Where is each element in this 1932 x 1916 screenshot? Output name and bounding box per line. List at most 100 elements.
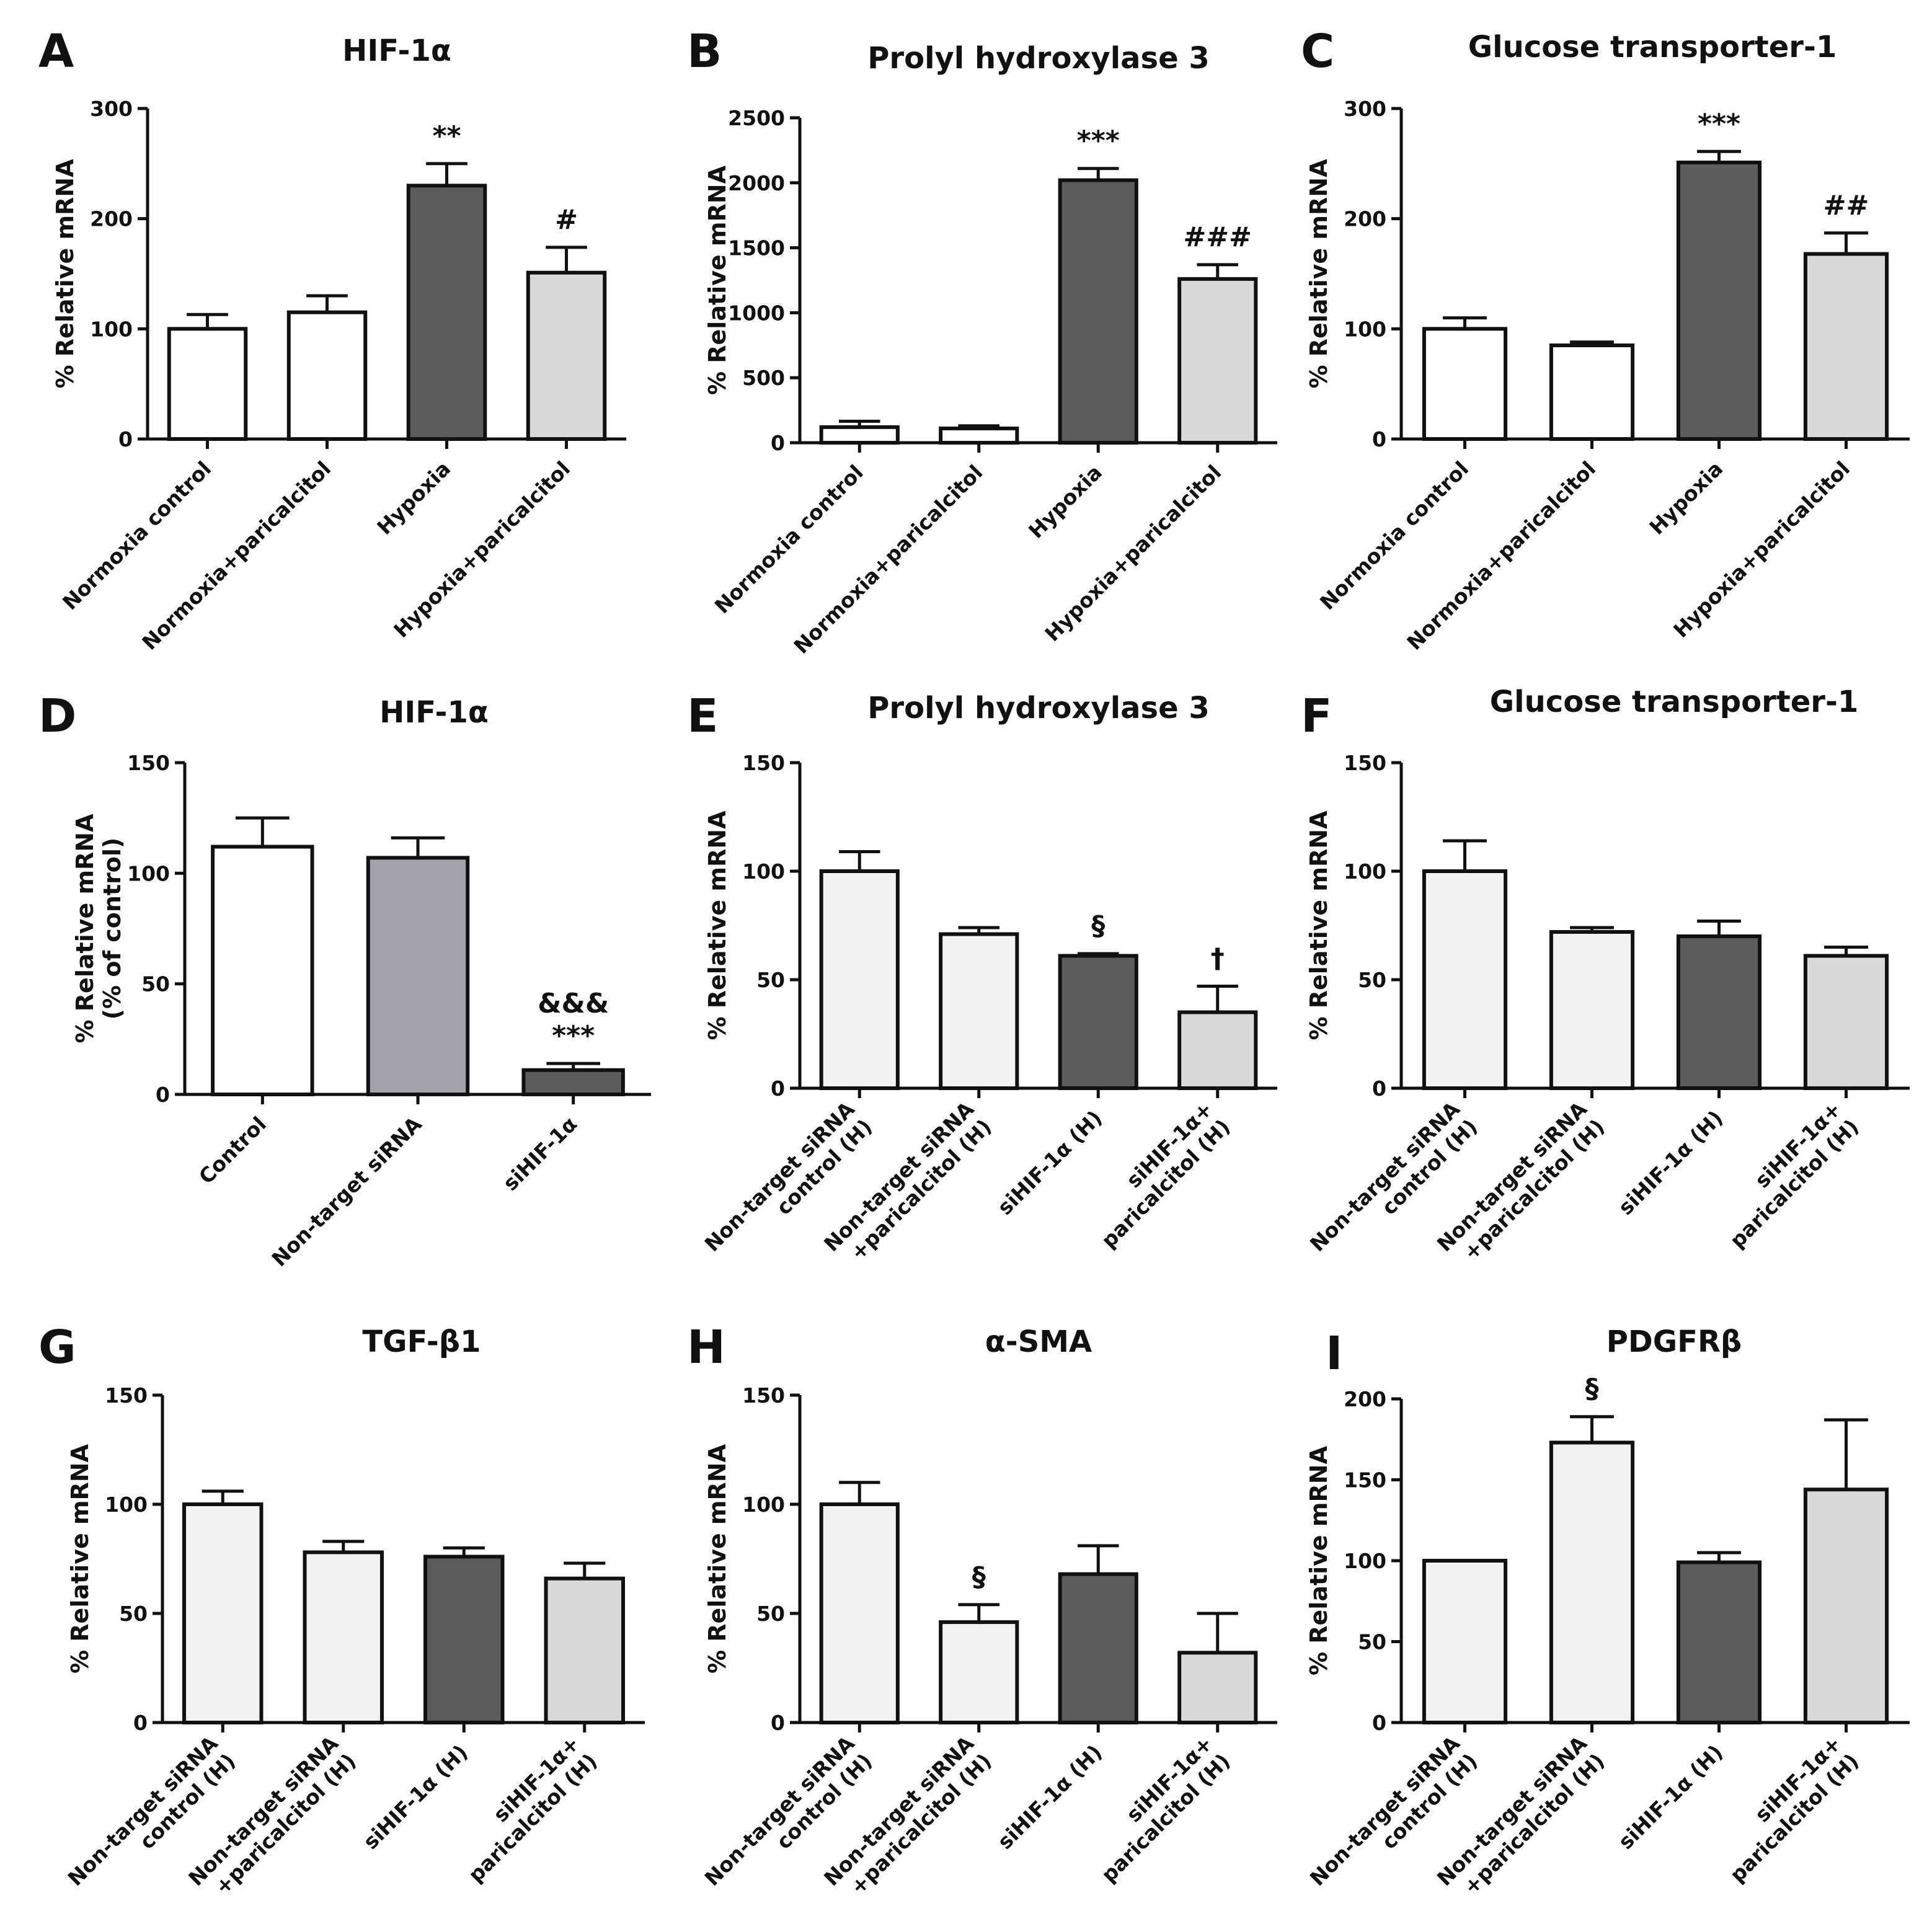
panel-letter: A	[38, 25, 74, 78]
bar	[1676, 934, 1762, 1090]
panel-title: Glucose transporter-1	[1490, 685, 1859, 719]
significance-marker: §	[1091, 910, 1105, 942]
bar	[1058, 1572, 1138, 1724]
y-tick-label: 50	[119, 1602, 148, 1626]
y-tick-label: 0	[1372, 1711, 1386, 1735]
bar	[423, 1555, 505, 1724]
panel-g: G TGF-β1% Relative mRNA050100150Non-targe…	[38, 1321, 645, 1899]
y-tick-label: 200	[90, 207, 133, 231]
panel-letter: C	[1301, 25, 1334, 78]
y-tick-label: 50	[1358, 968, 1386, 992]
bar	[211, 845, 314, 1096]
bar	[1058, 178, 1138, 445]
bar	[526, 270, 607, 441]
y-tick-label: 300	[1344, 97, 1386, 121]
y-tick-label: 100	[127, 861, 170, 885]
y-tick-label: 100	[1344, 317, 1386, 341]
y-tick-label: 200	[1344, 207, 1386, 231]
x-tick-label: siHIF-1α (H)	[358, 1740, 472, 1854]
panel-title: α-SMA	[985, 1324, 1092, 1359]
bar	[1549, 930, 1635, 1090]
y-tick-label: 100	[1344, 859, 1386, 884]
x-tick-label-line: siHIF-1α	[498, 1112, 582, 1195]
y-tick-label: 50	[756, 1602, 785, 1626]
significance-marker: **	[432, 120, 461, 152]
significance-marker: ***	[1077, 125, 1120, 157]
y-tick-label: 200	[1344, 1387, 1386, 1411]
bar	[1177, 1651, 1258, 1725]
y-tick-label: 0	[118, 427, 133, 451]
panel-title: HIF-1α	[379, 695, 489, 730]
y-tick-label: 2000	[728, 171, 785, 195]
y-tick-label: 150	[127, 751, 170, 775]
y-tick-label: 100	[742, 1492, 785, 1517]
x-tick-label-line: Hypoxia	[1024, 460, 1107, 543]
x-tick-label-line: siHIF-1α (H)	[993, 1106, 1107, 1220]
y-tick-label: 50	[141, 972, 170, 996]
bar	[406, 184, 487, 441]
x-tick-label: Hypoxia	[1644, 456, 1727, 539]
x-tick-label-line: Normoxia+paricalcitol	[789, 460, 988, 659]
panel-title: Prolyl hydroxylase 3	[867, 41, 1210, 76]
bar	[167, 327, 248, 441]
y-tick-label: 50	[1358, 1630, 1386, 1654]
bar	[1549, 343, 1635, 441]
x-tick-label: Normoxia+paricalcitol	[789, 460, 988, 659]
panel-d: D HIF-1α % Relative mRNA (% of control) 0 50 1…	[38, 690, 651, 1271]
bar	[819, 425, 900, 445]
y-tick-label: 1000	[728, 301, 785, 325]
x-tick-label: siHIF-1α (H)	[1613, 1740, 1727, 1854]
bar	[939, 426, 1019, 445]
panel-c: C Glucose transporter-1 % Relative mRNA 0 10…	[1301, 25, 1910, 655]
x-tick-label: siHIF-1α (H)	[993, 1106, 1107, 1220]
bar	[1803, 1488, 1889, 1724]
significance-marker: ***	[552, 1020, 595, 1052]
y-tick-label: 150	[742, 751, 785, 775]
bar	[544, 1576, 625, 1724]
x-tick-label: siHIF-1α+paricalcitol (H)	[1708, 1731, 1863, 1887]
panel-title: Prolyl hydroxylase 3	[867, 691, 1210, 725]
panel-a: A HIF-1α % Relative mRNA 0 100 200 300 Normoxia…	[38, 25, 626, 655]
y-tick-label: 150	[105, 1383, 148, 1408]
significance-marker: ***	[1698, 108, 1740, 140]
bar	[1422, 327, 1508, 441]
bar	[1803, 252, 1889, 441]
y-axis-label: % Relative mRNA	[1305, 810, 1332, 1040]
y-tick-label: 150	[1344, 751, 1386, 775]
y-tick-label: 0	[133, 1711, 148, 1735]
bar	[182, 1502, 264, 1724]
bar	[1422, 869, 1508, 1090]
y-axis-label: % Relative mRNA	[51, 159, 79, 389]
y-tick-label: 1500	[728, 236, 785, 260]
y-axis-label: % Relative mRNA	[1305, 1445, 1332, 1675]
panel-title: PDGFRβ	[1606, 1324, 1742, 1359]
bar	[1422, 1559, 1508, 1724]
y-axis-label: % Relative mRNA	[1305, 159, 1332, 389]
panel-b: B Prolyl hydroxylase 3 % Relative mRNA 0 500…	[687, 25, 1277, 659]
bar	[1177, 277, 1258, 445]
bar	[819, 1502, 900, 1724]
panel-letter: F	[1301, 690, 1332, 743]
y-axis-label: % Relative mRNA	[66, 1444, 94, 1674]
x-tick-label: Control	[194, 1112, 271, 1189]
y-axis-label-sub: (% of control)	[99, 838, 126, 1020]
x-tick-label: siHIF-1α+paricalcitol (H)	[1708, 1097, 1863, 1253]
y-tick-label: 0	[1372, 1076, 1386, 1101]
significance-marker: ##	[1823, 190, 1869, 221]
y-tick-label: 300	[90, 97, 133, 121]
bar	[286, 310, 368, 441]
bar	[1177, 1010, 1258, 1090]
bar	[366, 856, 470, 1097]
panel-letter: B	[687, 25, 722, 78]
y-tick-label: 0	[156, 1083, 170, 1107]
bar	[819, 869, 900, 1090]
panel-letter: H	[687, 1321, 725, 1374]
x-tick-label: Non-target siRNA	[267, 1112, 427, 1271]
significance-marker: &&&	[538, 988, 609, 1019]
bar	[939, 1620, 1019, 1725]
x-tick-label-line: Non-target siRNA	[267, 1112, 427, 1271]
y-axis-label: % Relative mRNA	[704, 810, 731, 1040]
y-tick-label: 0	[1372, 427, 1386, 451]
